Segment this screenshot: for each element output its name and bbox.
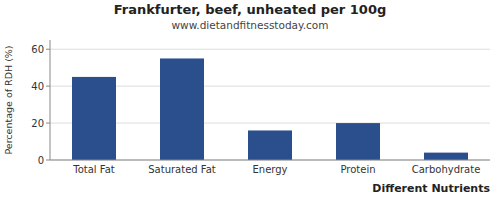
y-tick-label: 40 — [31, 81, 44, 92]
bar — [72, 77, 116, 160]
x-tick-label: Protein — [340, 164, 375, 175]
y-axis-line — [50, 40, 51, 160]
y-tick — [46, 86, 50, 87]
grid-line — [50, 49, 490, 50]
grid-line — [50, 160, 490, 161]
y-tick — [46, 49, 50, 50]
bars — [72, 58, 468, 160]
y-tick-label: 20 — [31, 118, 44, 129]
y-tick — [46, 123, 50, 124]
x-tick-label: Carbohydrate — [412, 164, 481, 175]
x-tick-label: Total Fat — [72, 164, 114, 175]
x-axis-label: Different Nutrients — [372, 182, 490, 195]
y-tick-label: 0 — [38, 155, 44, 166]
grid — [50, 49, 490, 160]
bar — [424, 153, 468, 160]
x-axis-line — [50, 160, 490, 161]
x-tick-label: Energy — [252, 164, 287, 175]
title: Frankfurter, beef, unheated per 100g — [114, 2, 387, 17]
chart-svg: Frankfurter, beef, unheated per 100g www.… — [0, 0, 500, 200]
bar — [336, 123, 380, 160]
chart-container: Frankfurter, beef, unheated per 100g www.… — [0, 0, 500, 200]
bar — [248, 130, 292, 160]
y-axis-label: Percentage of RDH (%) — [3, 45, 14, 154]
y-tick — [46, 160, 50, 161]
bar — [160, 58, 204, 160]
x-tick-label: Saturated Fat — [148, 164, 216, 175]
y-tick-label: 60 — [31, 44, 44, 55]
subtitle: www.dietandfitnesstoday.com — [172, 19, 329, 31]
